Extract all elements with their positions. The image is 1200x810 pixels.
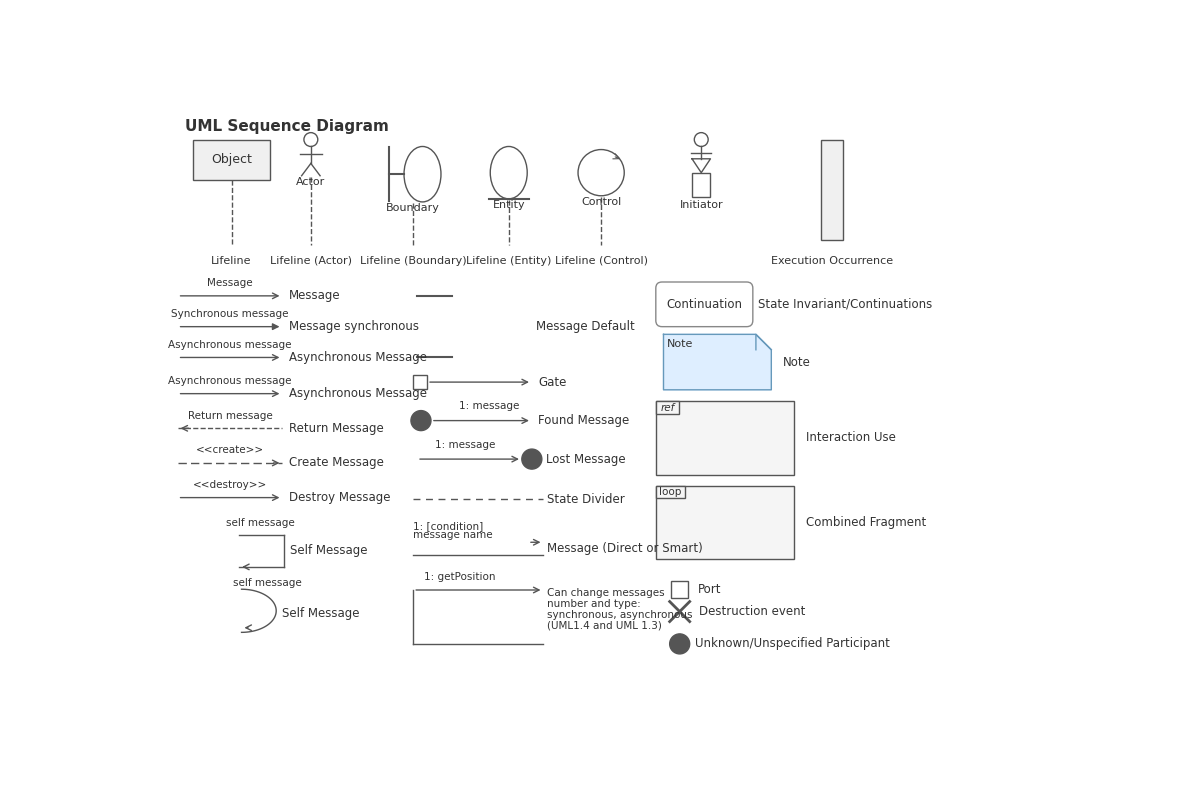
Text: Initiator: Initiator — [679, 199, 724, 210]
Bar — [821, 139, 842, 240]
Text: <<destroy>>: <<destroy>> — [193, 480, 268, 490]
Circle shape — [670, 634, 690, 654]
Text: Execution Occurrence: Execution Occurrence — [772, 256, 893, 266]
Text: Note: Note — [782, 356, 811, 369]
Text: Asynchronous message: Asynchronous message — [168, 376, 292, 386]
Text: 1: getPosition: 1: getPosition — [424, 573, 496, 582]
Text: Self Message: Self Message — [282, 607, 359, 620]
Text: Found Message: Found Message — [538, 414, 629, 427]
Text: Return message: Return message — [187, 411, 272, 420]
Text: Destruction event: Destruction event — [698, 605, 805, 618]
Text: (UML1.4 and UML 1.3): (UML1.4 and UML 1.3) — [547, 620, 662, 631]
Bar — [656, 401, 794, 475]
Text: ref: ref — [660, 403, 674, 412]
Text: Lifeline (Actor): Lifeline (Actor) — [270, 256, 352, 266]
Bar — [692, 173, 710, 198]
Text: Return Message: Return Message — [288, 422, 383, 435]
Text: Destroy Message: Destroy Message — [288, 491, 390, 504]
Text: Port: Port — [697, 582, 721, 595]
Text: UML Sequence Diagram: UML Sequence Diagram — [185, 119, 389, 134]
Bar — [671, 581, 688, 598]
Bar — [656, 486, 794, 559]
Text: Lost Message: Lost Message — [546, 453, 625, 466]
FancyBboxPatch shape — [656, 282, 752, 326]
Text: Gate: Gate — [538, 376, 566, 389]
Text: number and type:: number and type: — [547, 599, 641, 609]
Circle shape — [410, 411, 431, 431]
Text: Unknown/Unspecified Participant: Unknown/Unspecified Participant — [695, 637, 890, 650]
Text: Lifeline (Boundary): Lifeline (Boundary) — [360, 256, 467, 266]
Polygon shape — [664, 335, 772, 390]
Text: synchronous, asynchronous: synchronous, asynchronous — [547, 610, 692, 620]
Bar — [656, 401, 679, 414]
Text: self message: self message — [227, 518, 295, 528]
Text: Lifeline (Entity): Lifeline (Entity) — [466, 256, 552, 266]
Text: <<create>>: <<create>> — [196, 446, 264, 455]
Text: Asynchronous Message: Asynchronous Message — [288, 351, 426, 364]
Bar — [656, 486, 685, 498]
Circle shape — [522, 449, 542, 469]
Text: 1: [condition]: 1: [condition] — [413, 522, 484, 531]
Text: self message: self message — [233, 578, 301, 588]
Text: message name: message name — [413, 530, 493, 540]
Text: Can change messages: Can change messages — [547, 588, 665, 599]
Text: Self Message: Self Message — [290, 544, 367, 557]
Text: State Invariant/Continuations: State Invariant/Continuations — [758, 298, 932, 311]
Text: Message synchronous: Message synchronous — [288, 320, 419, 333]
Text: Message Default: Message Default — [535, 320, 635, 333]
Text: Asynchronous Message: Asynchronous Message — [288, 387, 426, 400]
Bar — [193, 139, 270, 180]
Text: Note: Note — [667, 339, 694, 349]
Text: Combined Fragment: Combined Fragment — [806, 516, 926, 529]
Text: State Divider: State Divider — [547, 492, 625, 505]
Text: 1: message: 1: message — [434, 440, 496, 450]
Text: Boundary: Boundary — [386, 203, 440, 214]
Text: Synchronous message: Synchronous message — [172, 309, 289, 319]
Text: Control: Control — [581, 198, 622, 207]
Text: Create Message: Create Message — [288, 457, 383, 470]
Text: Asynchronous message: Asynchronous message — [168, 339, 292, 350]
Text: Entity: Entity — [492, 200, 526, 211]
Text: Message (Direct or Smart): Message (Direct or Smart) — [547, 542, 703, 555]
Text: Lifeline: Lifeline — [211, 256, 252, 266]
Text: Message: Message — [208, 278, 253, 288]
Text: Actor: Actor — [296, 177, 325, 187]
Text: Interaction Use: Interaction Use — [806, 432, 896, 445]
Bar — [413, 375, 427, 389]
Text: Lifeline (Control): Lifeline (Control) — [554, 256, 648, 266]
Text: 1: message: 1: message — [458, 402, 520, 411]
Text: Continuation: Continuation — [666, 298, 743, 311]
Text: Object: Object — [211, 153, 252, 166]
Text: Message: Message — [288, 289, 340, 302]
Text: loop: loop — [659, 487, 682, 497]
